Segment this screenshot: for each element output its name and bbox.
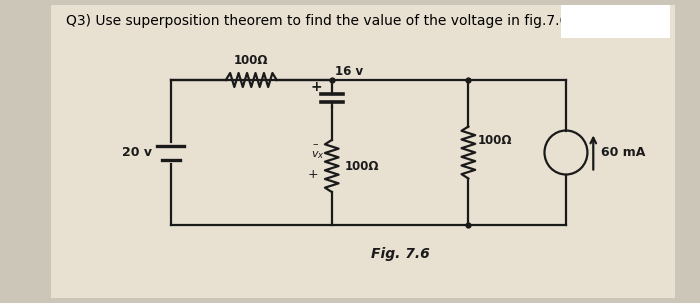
Text: –: – [312, 139, 318, 149]
Text: 100Ω: 100Ω [234, 54, 269, 67]
Text: 100Ω: 100Ω [344, 159, 379, 172]
Text: Fig. 7.6: Fig. 7.6 [371, 247, 429, 261]
Text: +: + [307, 168, 318, 181]
Text: 100Ω: 100Ω [478, 134, 512, 147]
FancyBboxPatch shape [561, 5, 671, 38]
Text: +: + [310, 80, 322, 94]
Text: x: x [317, 152, 322, 161]
Text: 16 v: 16 v [335, 65, 363, 78]
Text: 60 mA: 60 mA [601, 146, 645, 159]
Text: 20 v: 20 v [122, 146, 152, 159]
FancyBboxPatch shape [50, 5, 676, 298]
Text: v: v [312, 149, 318, 159]
Text: Q3) Use superposition theorem to find the value of the voltage in fig.7.6.: Q3) Use superposition theorem to find th… [66, 14, 573, 28]
